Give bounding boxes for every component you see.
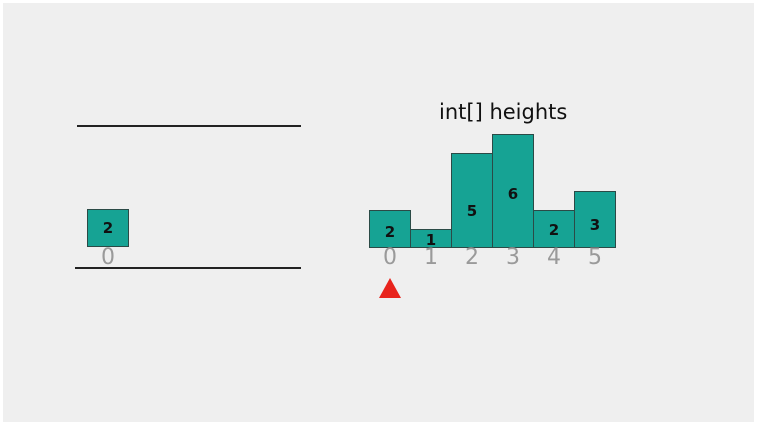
stack-top-border — [77, 125, 301, 127]
height-value-3: 6 — [507, 185, 519, 203]
height-index-5: 5 — [588, 245, 602, 270]
height-value-1: 1 — [425, 231, 437, 249]
height-index-2: 2 — [465, 245, 479, 270]
height-value-0: 2 — [384, 223, 396, 241]
height-value-4: 2 — [548, 221, 560, 239]
stack-bottom-border — [75, 267, 301, 269]
height-index-0: 0 — [383, 245, 397, 270]
height-bar-0: 2 — [369, 210, 411, 248]
stack-item-value: 2 — [102, 219, 114, 237]
height-bar-5: 3 — [574, 191, 616, 248]
height-index-1: 1 — [424, 245, 438, 270]
height-bar-2: 5 — [451, 153, 493, 248]
diagram-title: int[] heights — [439, 100, 568, 124]
stack-item-index: 0 — [101, 245, 115, 270]
height-value-2: 5 — [466, 202, 478, 220]
stack-item: 2 — [87, 209, 129, 247]
height-index-4: 4 — [547, 245, 561, 270]
height-bar-4: 2 — [533, 210, 575, 248]
height-index-3: 3 — [506, 245, 520, 270]
height-value-5: 3 — [589, 216, 601, 234]
current-index-pointer — [379, 278, 401, 298]
height-bar-3: 6 — [492, 134, 534, 248]
